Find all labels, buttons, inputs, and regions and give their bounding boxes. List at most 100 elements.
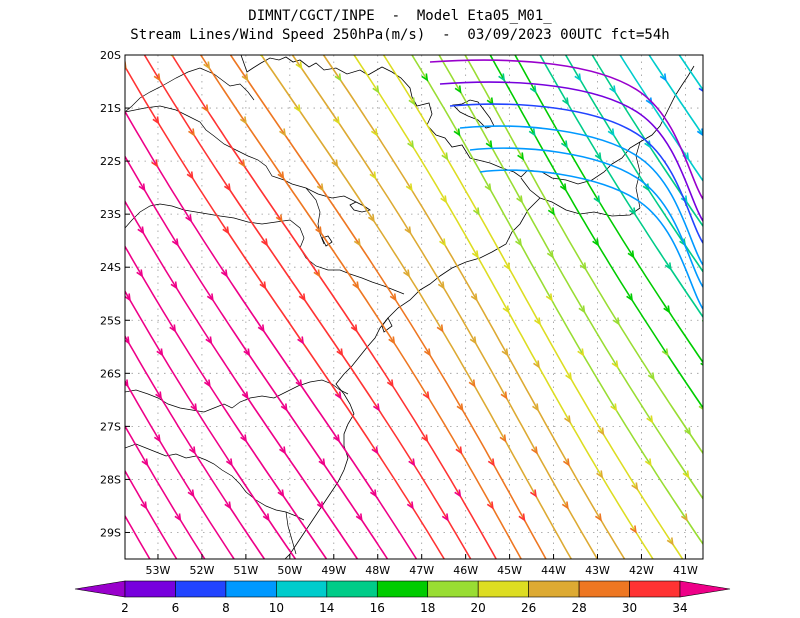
streamline-arrow <box>355 513 363 522</box>
coastline-path <box>452 99 495 129</box>
coastline-path <box>321 235 333 247</box>
streamline-arrow <box>531 446 538 455</box>
streamline-arrow <box>515 238 523 247</box>
streamline-arrow <box>13 50 18 57</box>
streamline-arrow <box>628 207 636 216</box>
streamline-arrow <box>776 471 781 478</box>
streamline-arrow <box>203 61 211 70</box>
streamline-arrow <box>644 140 652 149</box>
streamline-arrow <box>627 250 635 259</box>
streamline-arrow <box>698 85 703 93</box>
streamline-arrow <box>47 380 52 387</box>
streamline-arrow <box>440 195 448 204</box>
lon-tick-label: 44W <box>541 564 566 577</box>
lat-tick-label: 28S <box>100 473 121 486</box>
streamline-arrow <box>187 489 195 498</box>
streamline-arrow <box>562 458 570 467</box>
streamline-arrow <box>220 269 228 278</box>
streamline-arrow <box>169 55 174 58</box>
streamline-arrow <box>498 73 506 82</box>
streamline-arrow <box>518 513 526 522</box>
streamline-arrow <box>79 392 85 399</box>
streamline <box>199 55 523 559</box>
streamline <box>171 55 498 559</box>
colorbar-segment <box>376 580 429 598</box>
streamline-arrow <box>453 128 461 137</box>
streamline-arrow <box>646 415 654 424</box>
streamline-arrow <box>682 470 690 479</box>
streamline-arrow <box>578 305 586 314</box>
colorbar-left-arrow <box>74 580 126 598</box>
colorbar-label: 10 <box>269 601 284 615</box>
streamline-arrow <box>407 140 415 149</box>
colorbar-segment <box>629 580 681 598</box>
streamline-arrow <box>592 238 600 247</box>
streamline <box>382 55 684 559</box>
colorbar-segment <box>276 580 328 598</box>
streamline-arrow <box>680 513 688 522</box>
streamline <box>411 55 703 546</box>
colorbar-label: 30 <box>622 601 637 615</box>
streamline-arrow <box>136 269 144 278</box>
streamline-arrow <box>629 525 637 534</box>
streamline-arrow <box>663 305 671 314</box>
streamline <box>125 199 359 559</box>
streamline-arrow <box>559 183 567 192</box>
streamline-arrow <box>546 250 554 259</box>
streamline-arrow <box>720 208 726 215</box>
streamline <box>514 55 703 364</box>
streamline-arrow <box>316 501 324 510</box>
streamline-arrow <box>404 226 412 235</box>
streamline-arrow <box>334 391 342 400</box>
state-border-path <box>635 141 641 209</box>
streamline-arrow <box>76 74 81 81</box>
colorbar-right-arrow <box>679 580 731 598</box>
streamline-arrow <box>596 470 604 479</box>
streamline-arrow <box>545 293 553 302</box>
colorbar-segment <box>124 580 176 598</box>
streamline-arrow <box>280 403 288 412</box>
streamline <box>648 55 703 137</box>
streamline-arrow <box>367 214 375 223</box>
streamline-arrow <box>243 348 251 357</box>
streamline-arrow <box>405 183 413 192</box>
coastline-path <box>520 177 641 217</box>
colorbar-segment <box>477 580 529 598</box>
streamline-arrow <box>645 97 653 106</box>
streamline-arrow <box>795 318 800 325</box>
streamline-arrow <box>403 269 411 278</box>
colorbar-segment <box>326 580 378 598</box>
streamline-arrow <box>593 195 601 204</box>
streamline-arrow <box>792 404 798 411</box>
streamline-arrow <box>774 196 780 203</box>
colorbar-segment <box>578 580 630 598</box>
streamline-arrow <box>4 349 9 356</box>
streamline-arrow <box>486 501 494 510</box>
streamline-arrow <box>717 294 722 301</box>
streamline-arrow <box>388 336 396 345</box>
streamline-arrow <box>239 116 247 125</box>
streamline-arrow <box>471 250 479 259</box>
streamlines <box>0 30 800 600</box>
streamline-arrow <box>516 195 524 204</box>
streamline-arrow <box>436 324 444 333</box>
streamline-arrow <box>529 489 537 498</box>
streamline-arrow <box>661 348 669 357</box>
streamline <box>439 81 703 223</box>
streamline-arrow <box>205 336 213 345</box>
streamline-arrow <box>65 502 70 509</box>
streamline-arrow <box>594 152 602 161</box>
lat-tick-label: 21S <box>100 102 121 115</box>
coastline-path <box>284 197 541 559</box>
streamline-arrow <box>206 293 214 302</box>
state-borders <box>125 67 641 555</box>
streamline-arrow <box>500 391 508 400</box>
state-border-path <box>305 187 325 245</box>
streamline-arrow <box>140 501 148 510</box>
streamline-arrow <box>0 160 4 167</box>
chart-title-line2: Stream Lines/Wind Speed 250hPa(m/s) - 03… <box>130 27 670 43</box>
streamline <box>693 30 800 600</box>
streamline-arrow <box>91 325 97 332</box>
streamline <box>353 55 654 559</box>
streamline-arrow <box>261 238 269 247</box>
